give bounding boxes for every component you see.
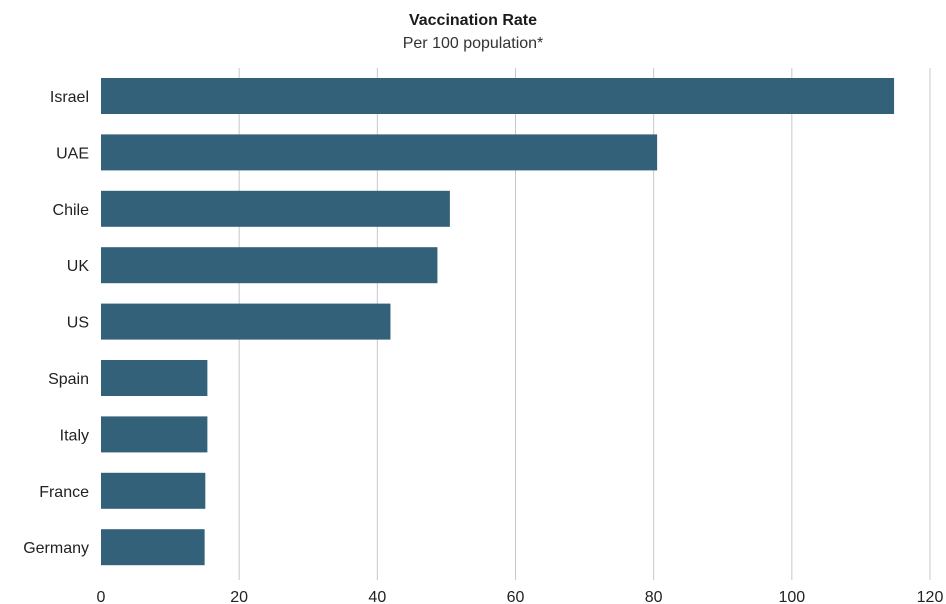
bar-germany bbox=[101, 529, 205, 566]
category-label: Israel bbox=[50, 89, 89, 106]
bar-france bbox=[101, 472, 206, 509]
category-label: France bbox=[39, 484, 89, 501]
bar-spain bbox=[101, 360, 208, 396]
x-tick-label: 20 bbox=[230, 589, 248, 604]
bar-israel bbox=[101, 78, 895, 114]
category-label: Italy bbox=[60, 427, 89, 444]
x-tick-label: 0 bbox=[97, 589, 106, 604]
x-tick-label: 60 bbox=[507, 589, 525, 604]
category-label: UK bbox=[67, 258, 90, 275]
bar-uae bbox=[101, 134, 658, 171]
bar-chile bbox=[101, 190, 450, 227]
x-tick-label: 120 bbox=[917, 589, 944, 604]
bar-us bbox=[101, 303, 391, 340]
chart-subtitle: Per 100 population* bbox=[402, 35, 544, 52]
category-label: Chile bbox=[53, 202, 90, 219]
x-tick-label: 40 bbox=[368, 589, 386, 604]
bar-uk bbox=[101, 247, 438, 284]
x-tick-label: 80 bbox=[645, 589, 663, 604]
x-tick-label: 100 bbox=[778, 589, 805, 604]
category-label: Spain bbox=[48, 371, 89, 388]
bar-italy bbox=[101, 416, 208, 453]
chart-title: Vaccination Rate bbox=[408, 12, 538, 29]
category-label: UAE bbox=[56, 145, 89, 162]
category-label: US bbox=[67, 315, 89, 332]
category-label: Germany bbox=[23, 540, 89, 557]
